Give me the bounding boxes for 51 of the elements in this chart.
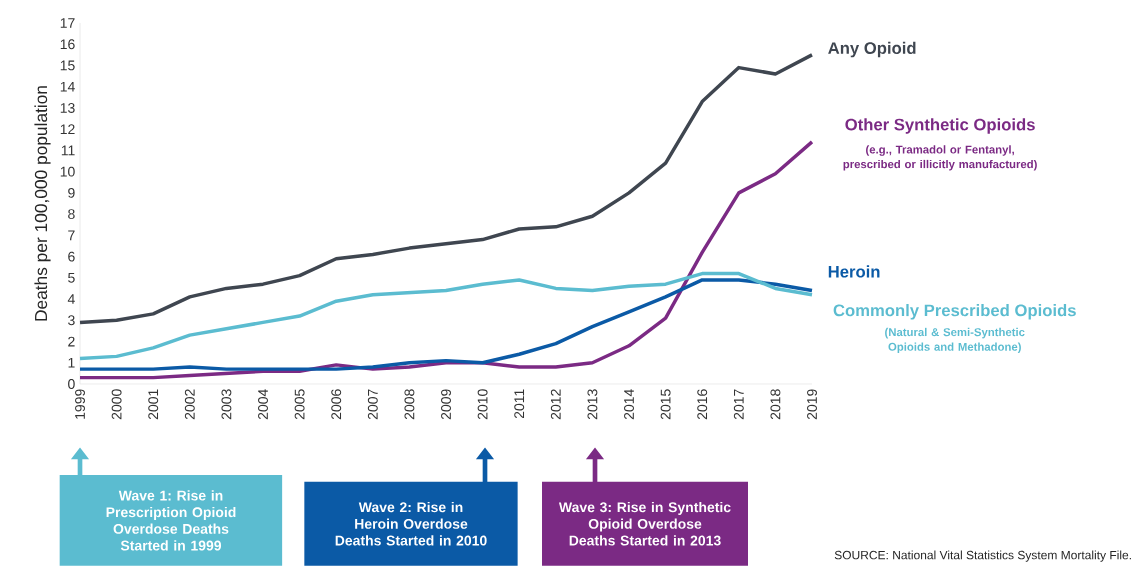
x-tick-label: 2014 xyxy=(624,389,634,420)
x-tick-label: 2019 xyxy=(807,389,817,420)
x-tick-label: 2004 xyxy=(258,389,268,420)
text: (e.g., Tramadol or Fentanyl, prescribed or illicitly manufactured) xyxy=(843,145,1037,171)
text: Other Synthetic Opioids xyxy=(845,118,1035,134)
text: Wave 3: Rise in Synthetic Opioid Overdose Deaths Started in 2013 xyxy=(558,501,731,546)
y-tick-label: 8 xyxy=(68,209,75,220)
text: Wave 2: Rise in Heroin Overdose Deaths Started in 2010 xyxy=(335,501,487,546)
y-tick-label: 0 xyxy=(68,379,75,389)
x-tick-label: 2018 xyxy=(770,389,781,420)
x-tick-label: 2003 xyxy=(221,389,232,420)
y-tick-label: 16 xyxy=(60,39,75,50)
x-tick-label: 2002 xyxy=(184,389,195,420)
y-tick-label: 3 xyxy=(68,315,75,326)
text: Wave 1: Rise in Prescription Opioid Overdose Deaths Started in 1999 xyxy=(106,490,236,551)
y-tick-label: 9 xyxy=(68,187,75,198)
x-tick-label: 2010 xyxy=(477,389,488,420)
y-tick-label: 5 xyxy=(68,272,75,283)
x-tick-label: 2007 xyxy=(367,389,378,420)
y-tick-label: 4 xyxy=(67,294,75,304)
x-tick-label: 2016 xyxy=(697,389,708,420)
source-note: SOURCE: National Vital Statistics System Mortality File. xyxy=(834,550,1131,562)
y-tick-label: 10 xyxy=(60,166,75,177)
x-tick-label: 2017 xyxy=(733,389,744,420)
y-tick-label: 15 xyxy=(60,60,75,71)
x-tick-label: 2008 xyxy=(404,389,415,420)
line-series xyxy=(78,53,814,325)
x-tick-label: 2005 xyxy=(294,389,305,420)
y-tick-label: 14 xyxy=(60,81,75,92)
x-tick-label: 2006 xyxy=(331,389,342,420)
x-tick-label: 2012 xyxy=(550,389,561,420)
x-tick-label: 2013 xyxy=(587,389,598,420)
x-tick-label: 2015 xyxy=(660,389,671,420)
y-tick-label: 7 xyxy=(68,230,75,241)
series-label: Heroin xyxy=(828,265,880,278)
y-tick-label: 13 xyxy=(60,102,75,113)
y-axis-title: Deaths per 100,000 population xyxy=(34,86,51,321)
x-tick-label: 2011 xyxy=(514,389,525,419)
y-tick-label: 6 xyxy=(68,251,75,262)
y-tick-label: 2 xyxy=(68,336,75,347)
x-tick-label: 2000 xyxy=(111,389,122,420)
y-tick-label: 1 xyxy=(68,357,75,368)
text: (Natural & Semi-Synthetic Opioids and Methadone) xyxy=(885,327,1025,354)
x-tick-label: 2001 xyxy=(148,389,159,420)
y-tick-label: 11 xyxy=(61,145,75,156)
x-tick-label: 1999 xyxy=(75,389,85,419)
series-label: Any Opioid xyxy=(828,41,916,58)
y-tick-label: 12 xyxy=(60,124,75,135)
series-label: Commonly Prescribed Opioids xyxy=(833,304,1076,320)
y-tick-label: 17 xyxy=(60,18,75,28)
x-tick-label: 2009 xyxy=(441,389,451,420)
